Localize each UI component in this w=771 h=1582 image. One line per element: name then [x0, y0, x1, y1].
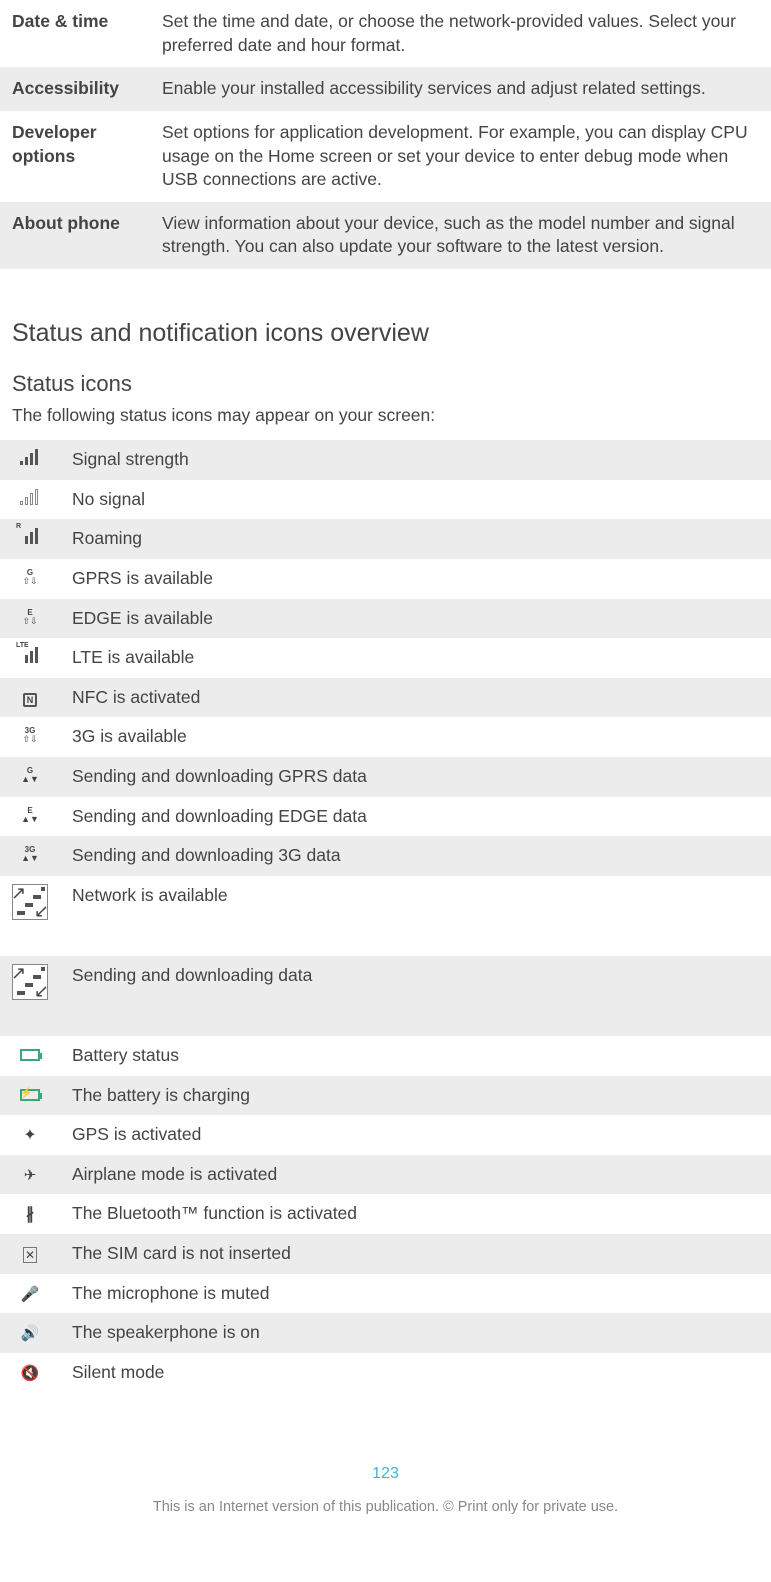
settings-row-desc: Set the time and date, or choose the net… [150, 0, 771, 67]
status-row-text: Network is available [60, 876, 771, 956]
status-row: Battery status [0, 1036, 771, 1076]
gps-icon: ✦ [0, 1115, 60, 1155]
settings-row: AccessibilityEnable your installed acces… [0, 67, 771, 111]
settings-row-label: Developer options [0, 111, 150, 202]
status-row: LTELTE is available [0, 638, 771, 678]
footer-text: This is an Internet version of this publ… [0, 1498, 771, 1528]
status-row-text: Sending and downloading 3G data [60, 836, 771, 876]
settings-row-label: Date & time [0, 0, 150, 67]
status-row-text: GPRS is available [60, 559, 771, 599]
subsection-heading: Status icons [12, 369, 771, 399]
status-row-text: The Bluetooth™ function is activated [60, 1194, 771, 1234]
status-row-text: The SIM card is not inserted [60, 1234, 771, 1274]
status-row: 🔇Silent mode [0, 1353, 771, 1393]
status-row-text: Battery status [60, 1036, 771, 1076]
status-row-text: Sending and downloading data [60, 956, 771, 1036]
signal-full-icon [0, 440, 60, 480]
status-row-text: The speakerphone is on [60, 1313, 771, 1353]
status-row: E⇧⇩EDGE is available [0, 599, 771, 639]
status-row-text: 3G is available [60, 717, 771, 757]
settings-row: Date & timeSet the time and date, or cho… [0, 0, 771, 67]
status-row-text: EDGE is available [60, 599, 771, 639]
status-row-text: Airplane mode is activated [60, 1155, 771, 1195]
settings-row-desc: View information about your device, such… [150, 202, 771, 269]
airplane-icon: ✈ [0, 1155, 60, 1195]
status-row: ↗↙Sending and downloading data [0, 956, 771, 1036]
status-row: E▲▼Sending and downloading EDGE data [0, 797, 771, 837]
status-row: 🔊The speakerphone is on [0, 1313, 771, 1353]
sim-none-icon: ✕ [0, 1234, 60, 1274]
status-row-text: Sending and downloading GPRS data [60, 757, 771, 797]
status-row-text: No signal [60, 480, 771, 520]
page-number: 123 [0, 1463, 771, 1485]
status-row-text: LTE is available [60, 638, 771, 678]
settings-table: Date & timeSet the time and date, or cho… [0, 0, 771, 269]
status-row: ↗↙Network is available [0, 876, 771, 956]
edge-data-icon: E▲▼ [0, 797, 60, 837]
mic-mute-icon: 🎤 [0, 1274, 60, 1314]
3g-avail-icon: 3G⇧⇩ [0, 717, 60, 757]
status-row: ✕The SIM card is not inserted [0, 1234, 771, 1274]
status-row: G⇧⇩GPRS is available [0, 559, 771, 599]
status-row-text: Signal strength [60, 440, 771, 480]
bluetooth-icon: ∦ [0, 1194, 60, 1234]
status-row: No signal [0, 480, 771, 520]
settings-row-label: About phone [0, 202, 150, 269]
status-row-text: The battery is charging [60, 1076, 771, 1116]
battery-icon [0, 1036, 60, 1076]
status-row: ✦GPS is activated [0, 1115, 771, 1155]
status-row-text: Sending and downloading EDGE data [60, 797, 771, 837]
status-row: NNFC is activated [0, 678, 771, 718]
status-row: ✈Airplane mode is activated [0, 1155, 771, 1195]
status-row: ∦The Bluetooth™ function is activated [0, 1194, 771, 1234]
gprs-avail-icon: G⇧⇩ [0, 559, 60, 599]
status-row: The battery is charging [0, 1076, 771, 1116]
status-row-text: GPS is activated [60, 1115, 771, 1155]
status-row: 🎤The microphone is muted [0, 1274, 771, 1314]
gprs-data-icon: G▲▼ [0, 757, 60, 797]
3g-data-icon: 3G▲▼ [0, 836, 60, 876]
settings-row-label: Accessibility [0, 67, 150, 111]
settings-row: About phoneView information about your d… [0, 202, 771, 269]
silent-icon: 🔇 [0, 1353, 60, 1393]
status-row: 3G▲▼Sending and downloading 3G data [0, 836, 771, 876]
intro-text: The following status icons may appear on… [12, 404, 759, 428]
section-heading: Status and notification icons overview [12, 317, 771, 351]
nfc-icon: N [0, 678, 60, 718]
signal-roam-icon: R [0, 519, 60, 559]
status-row: G▲▼Sending and downloading GPRS data [0, 757, 771, 797]
settings-row-desc: Enable your installed accessibility serv… [150, 67, 771, 111]
status-row: 3G⇧⇩3G is available [0, 717, 771, 757]
net-avail-icon: ↗↙ [0, 876, 60, 956]
status-row-text: Roaming [60, 519, 771, 559]
speaker-icon: 🔊 [0, 1313, 60, 1353]
battery-chg-icon [0, 1076, 60, 1116]
net-data-icon: ↗↙ [0, 956, 60, 1036]
edge-avail-icon: E⇧⇩ [0, 599, 60, 639]
status-icons-table: Signal strengthNo signalRRoamingG⇧⇩GPRS … [0, 440, 771, 1393]
settings-row: Developer optionsSet options for applica… [0, 111, 771, 202]
status-row: RRoaming [0, 519, 771, 559]
status-row-text: The microphone is muted [60, 1274, 771, 1314]
status-row-text: Silent mode [60, 1353, 771, 1393]
lte-avail-icon: LTE [0, 638, 60, 678]
settings-row-desc: Set options for application development.… [150, 111, 771, 202]
status-row: Signal strength [0, 440, 771, 480]
status-row-text: NFC is activated [60, 678, 771, 718]
signal-none-icon [0, 480, 60, 520]
